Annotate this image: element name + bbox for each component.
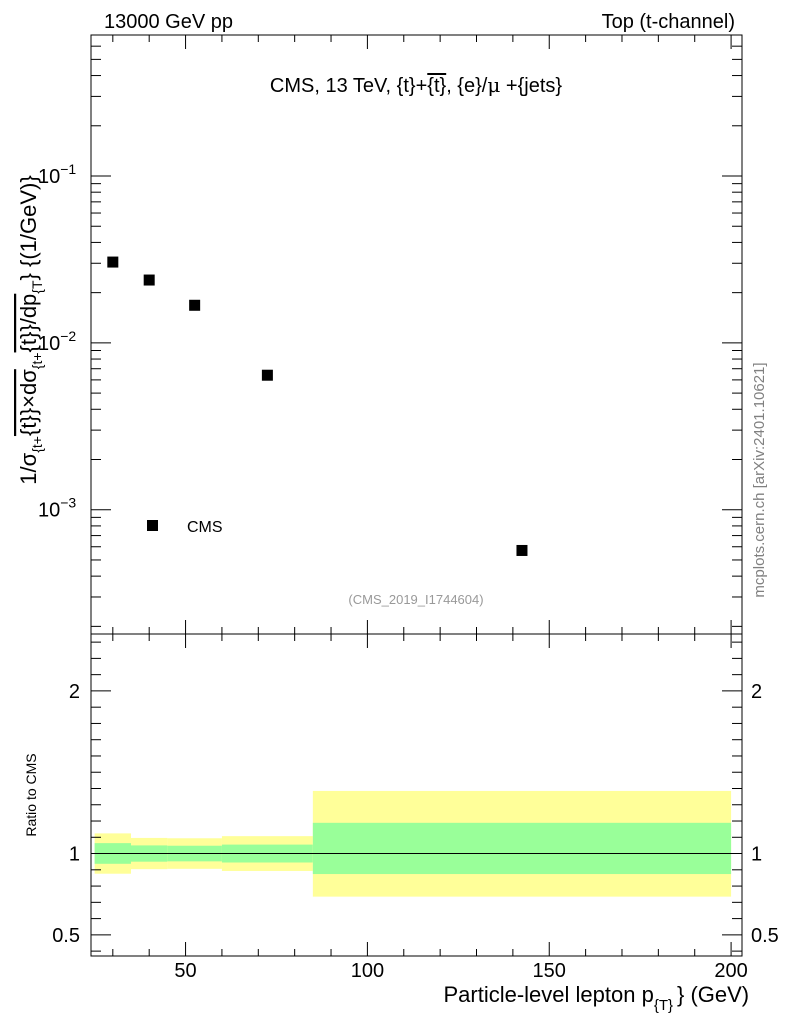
data-point bbox=[143, 274, 155, 286]
x-tick-label: 50 bbox=[174, 960, 196, 982]
ratio-tick-labels: 0.5 0.5 1 1 2 2 bbox=[52, 681, 779, 947]
data-point bbox=[516, 544, 528, 556]
x-axis-title: Particle-level lepton p{T} bbox=[443, 982, 673, 1014]
x-tick-label: 150 bbox=[533, 960, 566, 982]
chart-title: CMS, 13 TeV, {t}+{t}, {e}/μ +{jets} bbox=[270, 73, 562, 97]
ratio-y-axis-title: Ratio to CMS bbox=[23, 753, 39, 836]
ratio-tick-label-right: 1 bbox=[751, 844, 762, 866]
x-axis-unit: } (GeV) bbox=[677, 982, 749, 1007]
legend: CMS bbox=[147, 519, 223, 536]
y-axis-title: 1/σ{t+{t}}×dσ{t+{t}}/dp{T} {(1/GeV)} bbox=[16, 175, 45, 484]
header-left: 13000 GeV pp bbox=[104, 11, 233, 33]
legend-marker-cms bbox=[147, 520, 158, 531]
y-tick-label: 10−1 bbox=[38, 161, 76, 188]
ratio-bands bbox=[94, 790, 732, 897]
main-plot-frame bbox=[90, 34, 743, 635]
x-tick-labels: 50 100 150 200 bbox=[174, 960, 747, 982]
y-tick-label: 10−2 bbox=[38, 328, 76, 355]
data-points bbox=[107, 256, 528, 556]
ratio-plot-frame bbox=[90, 633, 743, 957]
ratio-axis-ticks bbox=[91, 634, 742, 956]
ratio-tick-label-right: 0.5 bbox=[751, 925, 779, 947]
analysis-reference: (CMS_2019_I1744604) bbox=[348, 592, 483, 607]
side-label: mcplots.cern.ch [arXiv:2401.10621] bbox=[751, 362, 768, 597]
main-axis-ticks bbox=[91, 35, 742, 634]
x-tick-label: 200 bbox=[714, 960, 747, 982]
header-right: Top (t-channel) bbox=[602, 11, 735, 33]
data-point bbox=[107, 256, 119, 268]
x-tick-label: 100 bbox=[351, 960, 384, 982]
ratio-tick-label-left: 2 bbox=[69, 681, 80, 703]
ratio-stat-band bbox=[312, 822, 732, 875]
legend-label-cms: CMS bbox=[187, 519, 223, 536]
y-tick-label: 10−3 bbox=[38, 495, 76, 522]
ratio-tick-label-left: 1 bbox=[69, 844, 80, 866]
ratio-tick-label-right: 2 bbox=[751, 681, 762, 703]
ratio-tick-label-left: 0.5 bbox=[52, 925, 80, 947]
y-tick-labels: 10−1 10−2 10−3 bbox=[38, 161, 76, 522]
data-point bbox=[189, 299, 201, 311]
data-point bbox=[261, 369, 273, 381]
